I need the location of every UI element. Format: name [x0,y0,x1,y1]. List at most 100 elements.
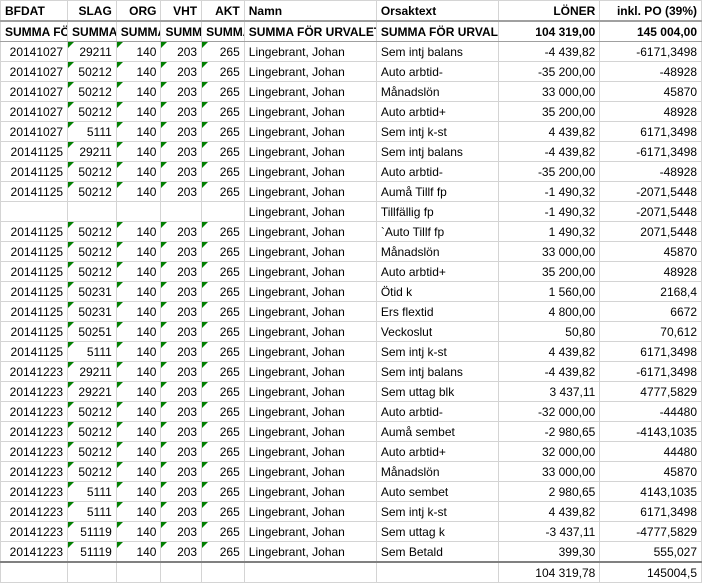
cell[interactable]: Ötid k [376,282,498,302]
cell[interactable] [202,562,245,583]
cell[interactable]: 1 560,00 [498,282,600,302]
cell[interactable]: 203 [161,242,202,262]
cell[interactable]: 45870 [600,82,702,102]
cell[interactable]: Lingebrant, Johan [244,502,376,522]
cell[interactable]: 203 [161,362,202,382]
summary-cell[interactable]: SUMMA F [202,21,245,42]
cell[interactable]: 32 000,00 [498,442,600,462]
cell[interactable]: 265 [202,482,245,502]
cell[interactable]: 265 [202,242,245,262]
cell[interactable] [244,562,376,583]
cell[interactable]: 51119 [68,522,117,542]
cell[interactable]: `Auto Tillf fp [376,222,498,242]
cell[interactable]: -48928 [600,162,702,182]
cell[interactable]: 203 [161,42,202,62]
cell[interactable]: Ers flextid [376,302,498,322]
cell[interactable]: 203 [161,62,202,82]
cell[interactable]: Lingebrant, Johan [244,122,376,142]
cell[interactable]: 50212 [68,222,117,242]
col-orsak[interactable]: Orsaktext [376,1,498,22]
summary-cell[interactable]: SUMMA F [116,21,161,42]
cell[interactable]: 265 [202,222,245,242]
cell[interactable]: Lingebrant, Johan [244,302,376,322]
cell[interactable]: Lingebrant, Johan [244,162,376,182]
cell[interactable]: 20141125 [1,142,68,162]
cell[interactable] [68,562,117,583]
col-vht[interactable]: VHT [161,1,202,22]
cell[interactable]: -4143,1035 [600,422,702,442]
cell[interactable]: Auto arbtid+ [376,262,498,282]
cell[interactable]: 203 [161,122,202,142]
cell[interactable]: Lingebrant, Johan [244,42,376,62]
cell[interactable]: Auto arbtid+ [376,102,498,122]
cell[interactable]: 33 000,00 [498,242,600,262]
cell[interactable]: -32 000,00 [498,402,600,422]
cell[interactable]: 203 [161,182,202,202]
cell[interactable]: 140 [116,342,161,362]
col-loner[interactable]: LÖNER [498,1,600,22]
cell[interactable]: 20141027 [1,62,68,82]
cell[interactable]: Lingebrant, Johan [244,262,376,282]
cell[interactable]: Auto arbtid- [376,402,498,422]
cell[interactable]: 4 800,00 [498,302,600,322]
summary-cell[interactable]: SUMMA F [161,21,202,42]
cell[interactable]: 45870 [600,242,702,262]
cell[interactable]: 51119 [68,542,117,563]
cell[interactable]: Sem uttag blk [376,382,498,402]
cell[interactable]: 50251 [68,322,117,342]
cell[interactable]: Aumå sembet [376,422,498,442]
cell[interactable]: Sem intj balans [376,42,498,62]
cell[interactable]: 555,027 [600,542,702,563]
summary-cell[interactable]: SUMMA FÖR URVALET [244,21,376,42]
cell[interactable]: 20141125 [1,302,68,322]
cell[interactable]: Lingebrant, Johan [244,62,376,82]
cell[interactable]: Lingebrant, Johan [244,322,376,342]
cell[interactable]: 140 [116,162,161,182]
cell[interactable]: 29211 [68,42,117,62]
cell[interactable]: 265 [202,542,245,563]
cell[interactable]: 265 [202,142,245,162]
cell[interactable]: 203 [161,422,202,442]
cell[interactable]: Sem intj balans [376,362,498,382]
cell[interactable]: 5111 [68,122,117,142]
cell[interactable]: 20141125 [1,222,68,242]
cell[interactable] [376,562,498,583]
cell[interactable]: 3 437,11 [498,382,600,402]
cell[interactable]: 44480 [600,442,702,462]
cell[interactable]: 140 [116,402,161,422]
cell[interactable]: -6171,3498 [600,142,702,162]
cell[interactable]: 2071,5448 [600,222,702,242]
cell[interactable]: 203 [161,502,202,522]
cell[interactable]: 265 [202,122,245,142]
cell[interactable]: 5111 [68,502,117,522]
cell[interactable]: 2168,4 [600,282,702,302]
cell[interactable]: 140 [116,82,161,102]
cell[interactable]: 4143,1035 [600,482,702,502]
cell[interactable] [68,202,117,222]
cell[interactable]: Lingebrant, Johan [244,482,376,502]
cell[interactable]: 265 [202,182,245,202]
summary-cell[interactable]: SUMMA FÖ [68,21,117,42]
cell[interactable]: 20141027 [1,82,68,102]
cell[interactable]: -4777,5829 [600,522,702,542]
cell[interactable]: 20141223 [1,422,68,442]
cell[interactable]: 265 [202,42,245,62]
cell[interactable]: Lingebrant, Johan [244,142,376,162]
cell[interactable]: Auto arbtid+ [376,442,498,462]
cell[interactable]: 140 [116,62,161,82]
cell[interactable]: 265 [202,62,245,82]
cell[interactable] [116,202,161,222]
cell[interactable]: 140 [116,322,161,342]
total-inkl[interactable]: 145004,5 [600,562,702,583]
cell[interactable]: Sem intj k-st [376,122,498,142]
cell[interactable]: 4 439,82 [498,122,600,142]
cell[interactable]: 265 [202,462,245,482]
summary-cell[interactable]: SUMMA FÖR URVALET [376,21,498,42]
cell[interactable]: Lingebrant, Johan [244,342,376,362]
cell[interactable]: Auto arbtid- [376,62,498,82]
cell[interactable]: 4 439,82 [498,502,600,522]
total-loner[interactable]: 104 319,78 [498,562,600,583]
cell[interactable]: 203 [161,222,202,242]
cell[interactable]: 203 [161,322,202,342]
cell[interactable]: 20141223 [1,542,68,563]
